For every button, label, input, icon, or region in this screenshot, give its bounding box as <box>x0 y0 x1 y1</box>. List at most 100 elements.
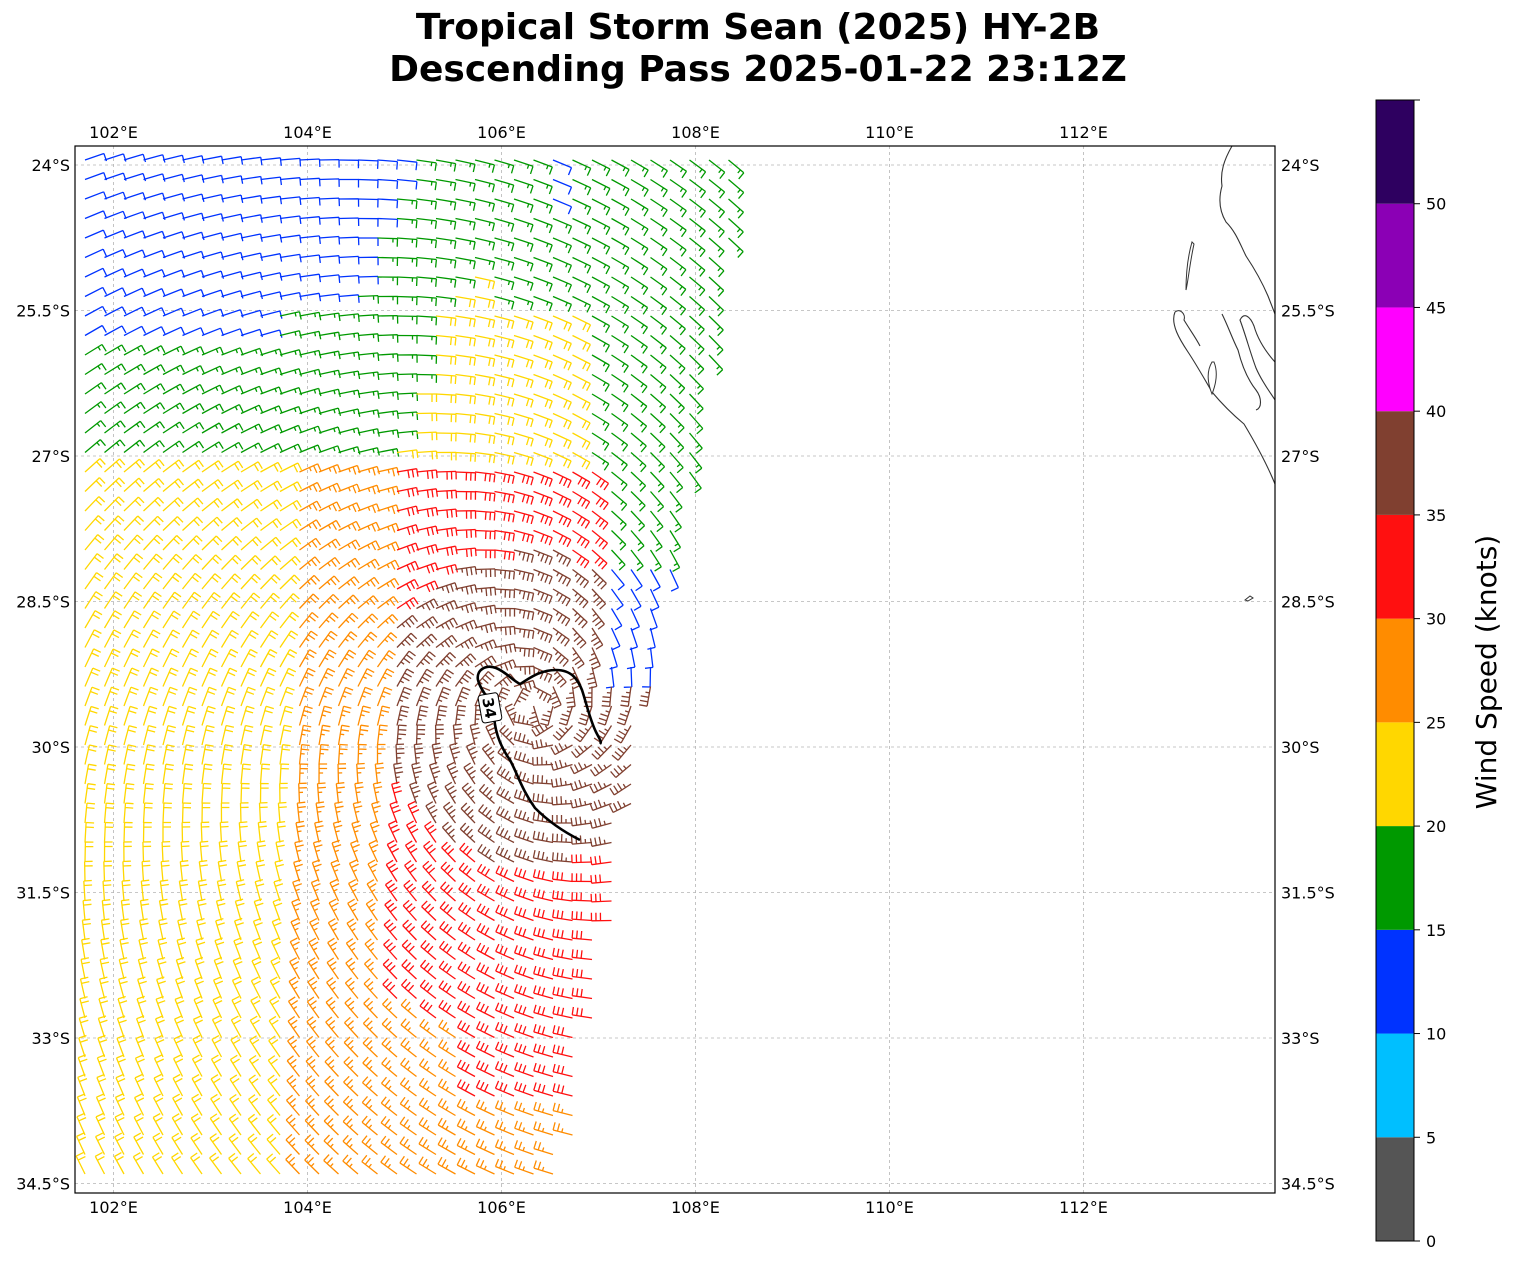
wind-barb <box>214 937 225 960</box>
wind-barb <box>533 1004 554 1019</box>
wind-barb <box>513 276 534 291</box>
wind-barb <box>455 547 477 558</box>
wind-barb <box>142 744 156 765</box>
wind-barb <box>590 874 612 884</box>
wind-barb <box>669 510 682 533</box>
wind-barb <box>228 1152 242 1175</box>
wind-barb <box>318 538 341 551</box>
wind-barb <box>115 1073 126 1097</box>
wind-barb <box>240 404 264 415</box>
wind-barb <box>357 314 380 323</box>
wind-barb <box>162 610 181 629</box>
wind-barb <box>377 466 400 477</box>
wind-barb <box>499 724 515 746</box>
wind-barb <box>396 524 420 536</box>
wind-barb <box>416 469 438 479</box>
wind-barb <box>435 563 459 575</box>
wind-barbs <box>75 152 745 1175</box>
wind-barb <box>182 535 203 551</box>
wind-barb <box>162 667 179 687</box>
wind-barb <box>589 818 612 829</box>
wind-barb <box>376 705 391 726</box>
wind-barb <box>143 345 166 356</box>
wind-barb <box>260 157 282 166</box>
wind-barb <box>260 461 283 473</box>
wind-barb <box>323 1134 339 1155</box>
wind-barb <box>314 820 324 843</box>
wind-barb <box>649 569 661 592</box>
wind-barb <box>123 496 145 512</box>
wind-barb <box>260 536 282 551</box>
wind-barb <box>338 255 360 265</box>
wind-barb <box>162 345 186 356</box>
wind-barb <box>455 412 477 424</box>
wind-barb <box>611 217 630 236</box>
wind-barb <box>438 980 456 1000</box>
wind-barb <box>495 943 515 961</box>
wind-barb <box>513 607 535 621</box>
wind-barb <box>334 801 344 824</box>
wind-barb <box>182 478 204 493</box>
wind-barb <box>318 369 341 379</box>
wind-barb <box>335 782 345 804</box>
wind-barb <box>318 705 333 726</box>
wind-barb <box>240 290 264 300</box>
wind-barb <box>84 343 107 356</box>
wind-barb <box>708 257 725 278</box>
wind-barb <box>337 743 348 765</box>
wind-barb <box>123 344 146 356</box>
wind-barb <box>626 647 636 670</box>
wind-barb <box>191 1074 203 1097</box>
wind-barb <box>513 731 534 746</box>
wind-barb <box>247 1153 261 1175</box>
wind-barb <box>572 471 591 490</box>
wind-barb <box>514 1081 534 1097</box>
wind-barb <box>357 217 379 227</box>
wind-barb <box>286 1074 301 1097</box>
wind-barb <box>558 705 574 726</box>
wind-barb <box>221 175 244 184</box>
wind-barb <box>76 1093 87 1116</box>
wind-barb <box>84 553 104 570</box>
wind-barb <box>123 363 146 376</box>
wind-barb <box>476 903 495 922</box>
wind-barb <box>279 555 301 570</box>
chart-title-line-2: Descending Pass 2025-01-22 23:12Z <box>389 49 1127 90</box>
island-coastline <box>1207 361 1217 396</box>
wind-barb <box>337 649 357 668</box>
wind-barb <box>513 256 534 272</box>
wind-barb <box>123 153 147 163</box>
wind-barb <box>533 451 553 468</box>
wind-barb <box>416 506 439 518</box>
wind-barb <box>552 373 572 391</box>
wind-barb <box>552 178 573 195</box>
wind-barb <box>84 515 105 531</box>
wind-barb <box>377 334 399 343</box>
wind-barb <box>457 980 476 1000</box>
wind-barb <box>260 386 283 395</box>
wind-barb <box>221 328 244 337</box>
wind-barb <box>365 898 379 921</box>
wind-barb <box>240 366 264 376</box>
wind-barb <box>306 996 320 1019</box>
wind-barb <box>552 986 573 1000</box>
wind-barb <box>689 413 704 435</box>
wind-barb <box>377 410 399 419</box>
wind-barb <box>630 237 649 256</box>
wind-barb <box>318 274 341 283</box>
wind-barb <box>212 995 223 1019</box>
wind-barb <box>162 269 186 278</box>
wind-barb <box>338 502 361 513</box>
wind-barb <box>396 632 418 648</box>
wind-barb <box>250 996 262 1019</box>
wind-barb <box>650 237 668 257</box>
wind-barb <box>215 917 225 941</box>
wind-barb <box>162 364 185 376</box>
wind-barb <box>84 725 99 746</box>
wind-barb <box>533 256 553 273</box>
wind-barb <box>396 468 419 479</box>
lat-tick-label-left: 31.5°S <box>16 884 70 903</box>
wind-barb <box>181 802 192 824</box>
wind-barb <box>209 1152 223 1175</box>
wind-barb <box>494 529 515 542</box>
